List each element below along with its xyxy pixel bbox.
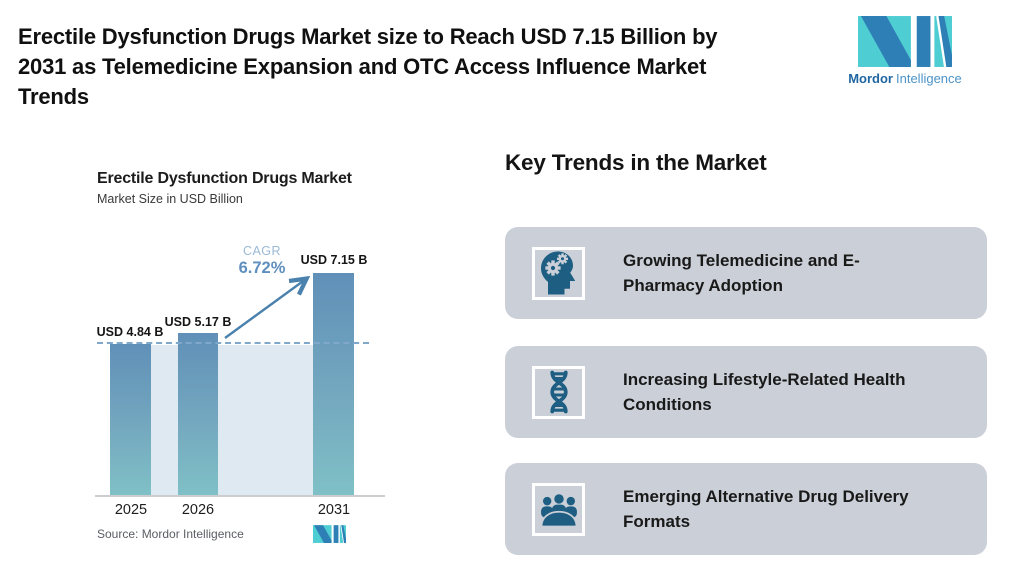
- page-title: Erectile Dysfunction Drugs Market size t…: [18, 22, 718, 112]
- chart-logo-icon: [313, 525, 346, 543]
- chart-source: Source: Mordor Intelligence: [97, 527, 244, 541]
- x-tick-2031: 2031: [317, 502, 351, 518]
- bar-2031: [313, 273, 354, 495]
- trend-label-line1: Emerging Alternative Drug Delivery: [623, 486, 909, 506]
- trend-icon-box: [532, 482, 585, 536]
- trend-icon-box: [532, 365, 585, 419]
- brand-logo: Mordor Intelligence: [845, 16, 965, 86]
- mordor-intelligence-logo-icon: [858, 16, 952, 67]
- growth-arrow-icon: [224, 275, 311, 339]
- bar-value-2026: USD 5.17 B: [164, 315, 232, 329]
- trend-label: Growing Telemedicine and E- Pharmacy Ado…: [623, 248, 860, 299]
- trend-label-line2: Formats: [623, 512, 691, 531]
- trends-heading: Key Trends in the Market: [505, 150, 767, 175]
- x-axis-line: [95, 495, 385, 497]
- trend-label: Emerging Alternative Drug Delivery Forma…: [623, 484, 909, 535]
- trend-card-lifestyle-health: Increasing Lifestyle-Related Health Cond…: [505, 346, 987, 438]
- x-tick-2026: 2026: [181, 502, 215, 518]
- bar-value-2025: USD 4.84 B: [96, 325, 164, 339]
- bar-2026: [178, 333, 218, 495]
- bar-value-2031: USD 7.15 B: [300, 253, 368, 267]
- trend-label-line2: Conditions: [623, 395, 712, 414]
- people-group-icon: [540, 494, 577, 528]
- cagr-annotation: CAGR 6.72%: [227, 244, 297, 278]
- reference-dashed-line: [97, 342, 369, 344]
- dna-icon: [549, 370, 568, 414]
- cagr-value: 6.72%: [238, 259, 286, 277]
- trend-card-telemedicine: Growing Telemedicine and E- Pharmacy Ado…: [505, 227, 987, 319]
- chart-subtitle: Market Size in USD Billion: [97, 192, 243, 206]
- trend-label-line1: Growing Telemedicine and E-: [623, 250, 860, 270]
- trend-label-line1: Increasing Lifestyle-Related Health: [623, 369, 906, 389]
- bar-2025: [110, 344, 151, 495]
- key-trends-panel: Key Trends in the Market: [505, 150, 987, 555]
- brand-name-light: Intelligence: [896, 71, 962, 86]
- page-title-line2: 2031 as Telemedicine Expansion and OTC A…: [18, 54, 707, 79]
- trend-label: Increasing Lifestyle-Related Health Cond…: [623, 367, 905, 418]
- brand-name-bold: Mordor: [848, 71, 893, 86]
- trend-icon-box: [532, 246, 585, 300]
- trend-label-line2: Pharmacy Adoption: [623, 276, 783, 295]
- chart-title: Erectile Dysfunction Drugs Market: [97, 170, 352, 187]
- page-title-line1: Erectile Dysfunction Drugs Market size t…: [18, 24, 718, 49]
- cagr-label: CAGR: [242, 244, 282, 258]
- brand-name: Mordor Intelligence: [845, 71, 965, 86]
- page-title-line3: Trends: [18, 84, 89, 109]
- market-size-chart: Erectile Dysfunction Drugs Market Market…: [95, 165, 387, 565]
- x-tick-2025: 2025: [114, 502, 148, 518]
- trend-card-drug-delivery: Emerging Alternative Drug Delivery Forma…: [505, 463, 987, 555]
- head-gears-icon: [540, 251, 575, 295]
